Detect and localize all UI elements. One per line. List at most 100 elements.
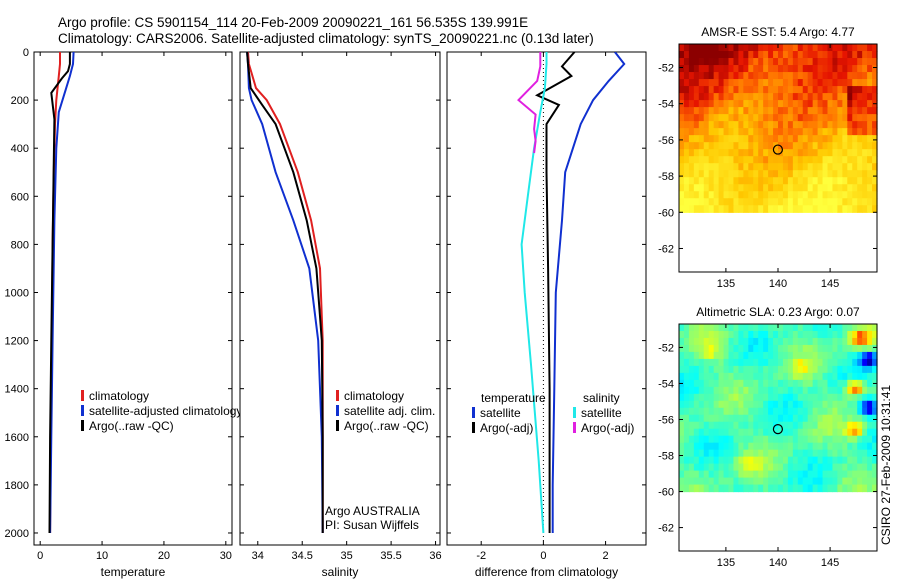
heatmap-cell: [857, 51, 863, 59]
heatmap-cell: [743, 198, 749, 206]
heatmap-cell: [837, 135, 843, 143]
heatmap-cell: [773, 484, 779, 493]
heatmap-cell: [797, 379, 804, 388]
heatmap-cell: [842, 114, 848, 122]
heatmap-cell: [822, 163, 829, 171]
heatmap-cell: [842, 358, 848, 367]
heatmap-cell: [763, 407, 769, 416]
y-tick-label: 0: [23, 47, 29, 59]
heatmap-cell: [708, 184, 715, 192]
heatmap-cell: [778, 379, 784, 388]
heatmap-cell: [703, 386, 710, 395]
heatmap-cell: [807, 456, 814, 465]
heatmap-cell: [832, 177, 838, 185]
heatmap-cell: [679, 191, 685, 199]
heatmap-cell: [797, 324, 804, 332]
heatmap-cell: [822, 463, 829, 472]
heatmap-cell: [857, 330, 863, 339]
heatmap-cell: [817, 44, 824, 52]
heatmap-cell: [837, 184, 843, 192]
heatmap-cell: [807, 72, 814, 80]
heatmap-cell: [743, 177, 749, 185]
heatmap-cell: [713, 379, 720, 388]
heatmap-cell: [718, 393, 725, 402]
heatmap-cell: [768, 128, 774, 136]
heatmap-cell: [718, 191, 725, 199]
heatmap-cell: [812, 442, 819, 451]
heatmap-cell: [733, 198, 739, 206]
heatmap-cell: [723, 407, 730, 416]
heatmap-cell: [802, 372, 809, 381]
heatmap-cell: [688, 393, 695, 402]
heatmap-cell: [817, 58, 824, 66]
heatmap-cell: [802, 407, 809, 416]
heatmap-cell: [837, 351, 843, 360]
heatmap-cell: [683, 372, 690, 381]
heatmap-cell: [778, 121, 784, 129]
heatmap-cell: [698, 421, 705, 430]
heatmap-cell: [812, 324, 819, 332]
annotation-text: Argo AUSTRALIA: [325, 504, 420, 518]
heatmap-cell: [812, 435, 819, 444]
heatmap-cell: [688, 44, 695, 52]
heatmap-cell: [768, 400, 774, 409]
heatmap-cell: [852, 414, 858, 423]
heatmap-cell: [758, 51, 764, 59]
heatmap-cell: [693, 386, 700, 395]
heatmap-cell: [723, 135, 730, 143]
heatmap-cell: [718, 184, 725, 192]
heatmap-cell: [807, 400, 814, 409]
heatmap-cell: [787, 358, 794, 367]
heatmap-cell: [832, 149, 838, 157]
heatmap-cell: [802, 163, 809, 171]
heatmap-cell: [738, 470, 744, 479]
heatmap-cell: [792, 163, 799, 171]
heatmap-cell: [713, 128, 720, 136]
heatmap-cell: [797, 400, 804, 409]
heatmap-cell: [728, 435, 735, 444]
heatmap-cell: [857, 65, 863, 73]
heatmap-cell: [782, 400, 789, 409]
heatmap-cell: [852, 128, 858, 136]
heatmap-cell: [867, 93, 873, 101]
heatmap-cell: [723, 107, 730, 115]
heatmap-cell: [822, 407, 829, 416]
heatmap-cell: [763, 484, 769, 493]
heatmap-cell: [857, 205, 863, 213]
heatmap-cell: [753, 79, 759, 87]
heatmap-cell: [679, 435, 685, 444]
heatmap-cell: [817, 93, 824, 101]
heatmap-cell: [787, 456, 794, 465]
heatmap-cell: [698, 100, 705, 108]
heatmap-cell: [743, 58, 749, 66]
heatmap-cell: [837, 142, 843, 150]
heatmap-cell: [857, 107, 863, 115]
heatmap-cell: [738, 114, 744, 122]
heatmap-cell: [827, 93, 834, 101]
heatmap-cell: [862, 142, 868, 150]
heatmap-cell: [723, 93, 730, 101]
heatmap-cell: [872, 407, 878, 416]
heatmap-cell: [827, 484, 834, 493]
heatmap-cell: [822, 184, 829, 192]
heatmap-cell: [787, 421, 794, 430]
heatmap-cell: [857, 93, 863, 101]
heatmap-cell: [842, 414, 848, 423]
heatmap-cell: [703, 330, 710, 339]
heatmap-cell: [782, 372, 789, 381]
heatmap-cell: [698, 365, 705, 374]
heatmap-cell: [733, 400, 739, 409]
heatmap-cell: [679, 121, 685, 129]
heatmap-cell: [743, 184, 749, 192]
heatmap-cell: [872, 393, 878, 402]
heatmap-cell: [857, 393, 863, 402]
heatmap-cell: [847, 414, 853, 423]
x-tick-label: 20: [158, 550, 170, 562]
heatmap-cell: [857, 344, 863, 353]
heatmap-cell: [787, 58, 794, 66]
heatmap-cell: [688, 100, 695, 108]
heatmap-cell: [753, 372, 759, 381]
heatmap-cell: [703, 65, 710, 73]
heatmap-cell: [679, 351, 685, 360]
heatmap-cell: [792, 344, 799, 353]
